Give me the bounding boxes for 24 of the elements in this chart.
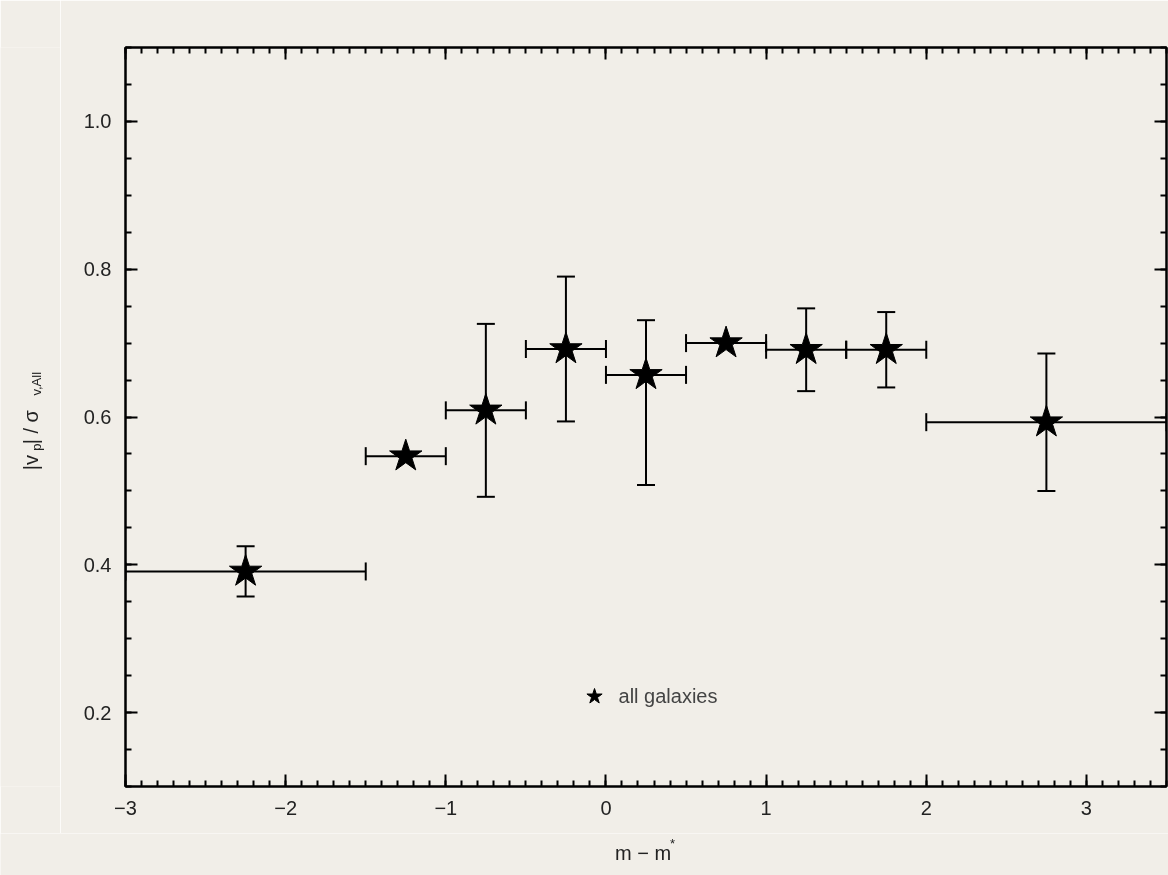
point <box>228 553 263 586</box>
point <box>389 438 423 471</box>
point <box>469 392 503 425</box>
point <box>549 331 583 364</box>
point <box>709 325 743 358</box>
y-tick-label: 0.6 <box>83 406 112 428</box>
x-tick-label: 2 <box>920 796 932 819</box>
point <box>1029 404 1064 437</box>
x-tick-label: 0 <box>600 796 612 819</box>
point <box>869 332 903 364</box>
point <box>789 332 823 364</box>
x-tick-label: −1 <box>434 796 458 819</box>
y-tick-label: 0.2 <box>83 701 112 724</box>
legend-label: all galaxies <box>618 684 718 708</box>
x-tick-label: 3 <box>1080 796 1092 819</box>
x-tick-label: −2 <box>274 796 298 819</box>
x-tick-label: 1 <box>760 796 772 819</box>
y-tick-label: 0.8 <box>83 258 112 281</box>
y-axis-title: |vp| / σv,All <box>19 371 44 471</box>
x-axis-title: m − m* <box>614 836 675 864</box>
x-tick-label: −3 <box>114 796 137 819</box>
y-tick-label: 1.0 <box>83 110 112 133</box>
point <box>629 357 663 390</box>
y-tick-label: 0.4 <box>83 553 112 576</box>
